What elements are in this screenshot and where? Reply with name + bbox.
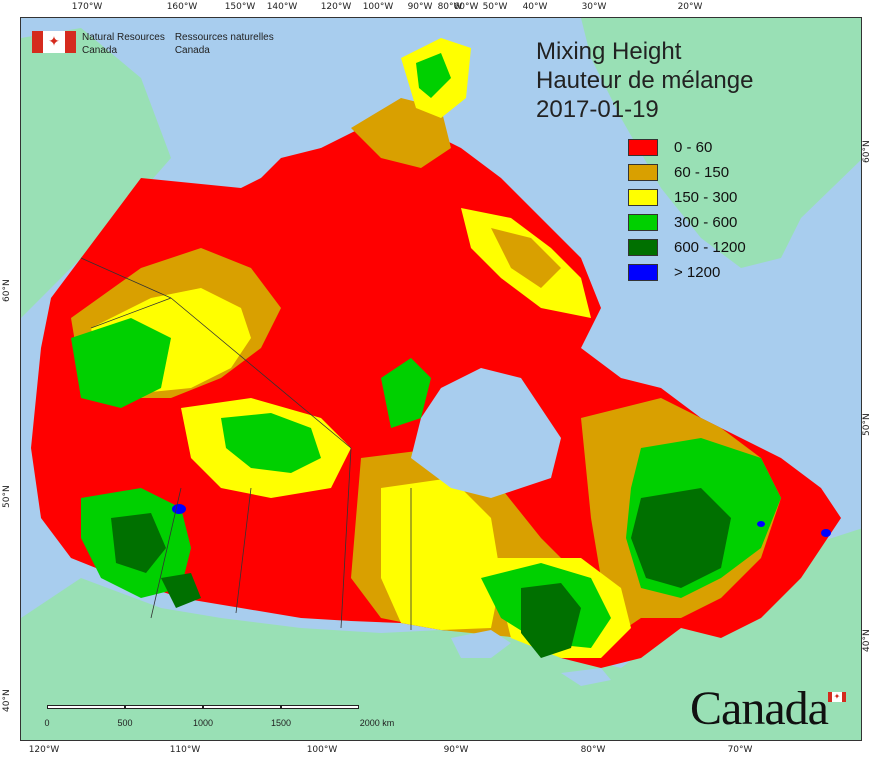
- legend-label: 60 - 150: [674, 164, 730, 181]
- extreme-spot: [821, 529, 831, 537]
- legend-swatch: [628, 214, 658, 231]
- legend-item: 600 - 1200: [628, 235, 746, 260]
- left-lat-label: 40°N: [2, 689, 12, 712]
- lake: [561, 668, 611, 686]
- legend-item: 150 - 300: [628, 185, 746, 210]
- legend-item: > 1200: [628, 260, 746, 285]
- nrcan-signature: ✦ Natural Resources Canada Ressources na…: [32, 31, 274, 57]
- left-lat-label: 50°N: [2, 485, 12, 508]
- top-lon-label: 170°W: [71, 2, 103, 12]
- legend: 0 - 60 60 - 150 150 - 300 300 - 600 600 - 12…: [628, 135, 746, 285]
- top-lon-label: 30°W: [581, 2, 607, 12]
- bottom-lon-label: 70°W: [727, 745, 753, 755]
- height-zone: [631, 488, 731, 588]
- alaska-land: [21, 28, 171, 318]
- arctic-island: [351, 98, 451, 168]
- left-lat-label: 60°N: [2, 279, 12, 302]
- province-border: [80, 257, 412, 630]
- ellesmere-zone: [416, 53, 451, 98]
- top-lon-label: 60°W: [453, 2, 479, 12]
- department-english: Natural Resources Canada: [82, 32, 165, 56]
- top-lon-label: 150°W: [224, 2, 256, 12]
- bottom-lon-label: 100°W: [306, 745, 338, 755]
- legend-item: 0 - 60: [628, 135, 746, 160]
- legend-swatch: [628, 189, 658, 206]
- top-lon-label: 80°W: [437, 2, 463, 12]
- top-lon-label: 100°W: [362, 2, 394, 12]
- canada-wordmark: Canada: [690, 682, 829, 735]
- bottom-lon-label: 90°W: [443, 745, 469, 755]
- legend-swatch: [628, 139, 658, 156]
- height-zone: [71, 318, 171, 408]
- top-lon-label: 20°W: [677, 2, 703, 12]
- scale-label: 1500: [270, 718, 292, 728]
- scale-label: 2000 km: [359, 718, 395, 728]
- top-lon-label: 140°W: [266, 2, 298, 12]
- title-french: Hauteur de mélange: [536, 67, 754, 94]
- height-zone: [111, 513, 166, 573]
- top-lon-label: 50°W: [482, 2, 508, 12]
- legend-label: > 1200: [674, 264, 721, 281]
- right-lat-label: 50°N: [862, 413, 872, 436]
- legend-swatch: [628, 164, 658, 181]
- legend-label: 600 - 1200: [674, 239, 746, 256]
- legend-swatch: [628, 264, 658, 281]
- map-date: 2017-01-19: [536, 96, 659, 123]
- top-lon-label: 90°W: [407, 2, 433, 12]
- lake: [451, 630, 511, 658]
- arctic-island: [241, 148, 351, 228]
- height-zone: [161, 573, 201, 608]
- baffin-zone: [491, 228, 561, 288]
- scale-bar: 0 500 1000 1500 2000 km: [44, 705, 394, 728]
- legend-label: 0 - 60: [674, 139, 713, 156]
- title-english: Mixing Height: [536, 38, 682, 65]
- top-lon-label: 120°W: [320, 2, 352, 12]
- height-zone: [521, 583, 581, 658]
- hudson-bay: [411, 368, 561, 498]
- right-lat-label: 60°N: [862, 140, 872, 163]
- canada-flag-icon: ✦: [32, 31, 76, 53]
- legend-item: 60 - 150: [628, 160, 746, 185]
- department-french: Ressources naturelles Canada: [174, 32, 274, 56]
- bottom-lon-label: 120°W: [28, 745, 60, 755]
- map-canvas[interactable]: [20, 17, 862, 741]
- top-lon-label: 160°W: [166, 2, 198, 12]
- wordmark-flag-icon: ✦: [828, 692, 846, 702]
- scale-label: 0: [44, 718, 50, 728]
- extreme-spot: [757, 521, 765, 527]
- greenland-land: [581, 18, 861, 268]
- height-zone: [221, 413, 321, 473]
- usa-land: [21, 528, 861, 740]
- bottom-lon-label: 80°W: [580, 745, 606, 755]
- mixing-height-map: [21, 18, 861, 740]
- map-title: Mixing Height Hauteur de mélange 2017-01…: [536, 37, 753, 124]
- height-zone: [381, 358, 431, 428]
- legend-label: 300 - 600: [674, 214, 738, 231]
- legend-label: 150 - 300: [674, 189, 738, 206]
- legend-swatch: [628, 239, 658, 256]
- legend-item: 300 - 600: [628, 210, 746, 235]
- extreme-spot: [172, 504, 186, 514]
- scale-label: 1000: [192, 718, 214, 728]
- right-lat-label: 40°N: [862, 629, 872, 652]
- top-lon-label: 40°W: [522, 2, 548, 12]
- bottom-lon-label: 110°W: [169, 745, 201, 755]
- scale-label: 500: [117, 718, 133, 728]
